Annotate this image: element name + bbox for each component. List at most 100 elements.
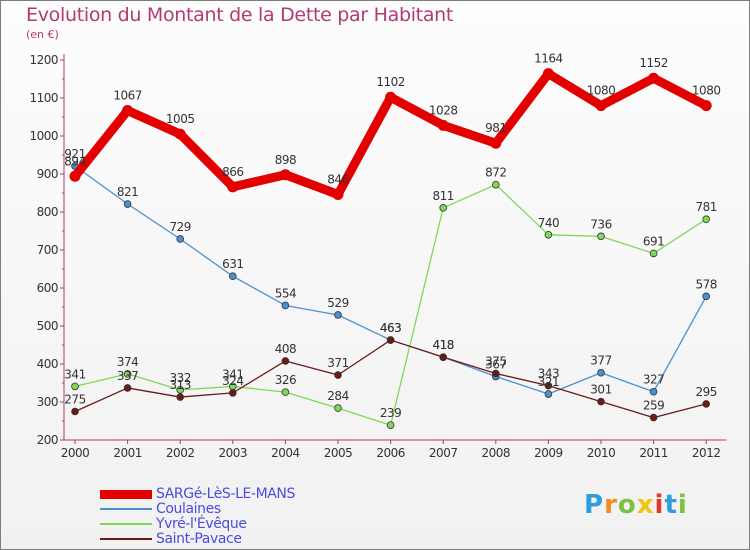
data-label: 337 — [117, 369, 138, 383]
data-label: 811 — [432, 189, 453, 203]
data-point — [123, 200, 132, 208]
data-point — [176, 386, 185, 394]
data-label: 341 — [64, 367, 85, 381]
legend-label: Saint-Pavace — [156, 531, 242, 547]
data-label: 898 — [275, 153, 296, 167]
y-tick-label: 300 — [37, 395, 58, 409]
y-tick-label: 700 — [37, 243, 58, 257]
data-label: 332 — [169, 371, 190, 385]
data-point — [439, 353, 448, 361]
data-label: 408 — [275, 342, 296, 356]
data-point — [281, 388, 290, 396]
data-label: 1164 — [534, 52, 563, 66]
data-point — [544, 231, 553, 239]
x-tick-label: 2011 — [639, 446, 668, 460]
proxiti-logo: Proxiti — [584, 490, 688, 520]
data-label: 872 — [485, 166, 506, 180]
logo-letter: x — [636, 490, 655, 520]
data-point — [281, 301, 290, 310]
data-point — [595, 100, 607, 112]
data-label: 463 — [380, 321, 401, 335]
data-point — [597, 232, 605, 241]
data-label: 736 — [590, 217, 611, 231]
logo-letter: r — [604, 490, 618, 520]
data-label: 326 — [275, 373, 296, 387]
data-label: 821 — [117, 185, 138, 199]
data-label: 1102 — [376, 75, 405, 89]
x-tick-label: 2008 — [482, 446, 511, 460]
chart-title: Evolution du Montant de la Dette par Hab… — [26, 4, 454, 26]
data-label: 367 — [485, 358, 506, 372]
x-tick-label: 2007 — [429, 446, 458, 460]
data-label: 295 — [695, 385, 716, 399]
data-label: 691 — [643, 234, 664, 248]
data-label: 729 — [169, 220, 190, 234]
x-tick-label: 2012 — [692, 446, 721, 460]
y-tick-label: 1000 — [29, 129, 58, 143]
x-tick-label: 2005 — [324, 446, 353, 460]
data-label: 313 — [169, 378, 190, 392]
data-label: 866 — [222, 165, 243, 179]
x-tick-label: 2000 — [61, 446, 90, 460]
legend-swatch — [100, 508, 152, 510]
data-label: 374 — [117, 355, 138, 369]
y-tick-label: 800 — [37, 205, 58, 219]
data-point — [544, 390, 553, 398]
data-label: 327 — [643, 373, 664, 387]
data-label: 418 — [432, 338, 453, 352]
data-label: 284 — [327, 389, 348, 403]
data-point — [491, 180, 500, 189]
data-label: 921 — [64, 147, 85, 161]
data-label: 1067 — [113, 89, 142, 103]
data-label: 239 — [380, 406, 401, 420]
data-point — [386, 336, 395, 344]
data-label: 343 — [538, 367, 559, 381]
data-point — [542, 68, 554, 80]
data-label: 781 — [695, 200, 716, 214]
data-label: 301 — [590, 383, 611, 397]
data-point — [648, 72, 660, 84]
x-tick-label: 2001 — [113, 446, 142, 460]
data-label: 377 — [590, 354, 611, 368]
logo-letter: i — [677, 490, 688, 520]
data-point — [700, 100, 712, 112]
data-label: 324 — [222, 374, 243, 388]
x-tick-label: 2009 — [534, 446, 563, 460]
data-label: 740 — [538, 216, 559, 230]
data-point — [544, 381, 553, 390]
y-tick-label: 1200 — [29, 53, 58, 67]
data-label: 371 — [327, 356, 348, 370]
data-label: 631 — [222, 257, 243, 271]
data-label: 1080 — [692, 84, 721, 98]
legend-swatch — [100, 489, 152, 499]
data-label: 846 — [327, 173, 348, 187]
data-label: 321 — [538, 375, 559, 389]
data-point — [385, 91, 397, 103]
data-point — [123, 384, 132, 392]
data-label: 463 — [380, 321, 401, 335]
data-point — [597, 397, 605, 406]
data-point — [334, 371, 342, 379]
data-point — [702, 292, 710, 301]
data-point — [437, 119, 449, 131]
x-tick-label: 2004 — [271, 446, 300, 460]
legend-label: SARGé-LèS-LE-MANS — [156, 486, 295, 502]
data-point — [490, 137, 502, 149]
data-label: 1028 — [429, 103, 458, 117]
y-tick-label: 1100 — [29, 91, 58, 105]
x-tick-label: 2003 — [219, 446, 248, 460]
data-label: 1152 — [639, 56, 668, 70]
data-label: 418 — [432, 338, 453, 352]
logo-letter: o — [617, 490, 637, 520]
data-point — [71, 407, 79, 416]
legend-label: Coulaines — [156, 501, 221, 517]
data-label: 981 — [485, 121, 506, 135]
data-label: 341 — [222, 367, 243, 381]
y-tick-label: 900 — [37, 167, 58, 181]
data-point — [176, 235, 185, 243]
data-label: 578 — [695, 277, 716, 291]
data-point — [332, 189, 344, 201]
logo-letter: P — [584, 490, 605, 520]
y-tick-label: 500 — [37, 319, 58, 333]
data-point — [702, 215, 710, 224]
